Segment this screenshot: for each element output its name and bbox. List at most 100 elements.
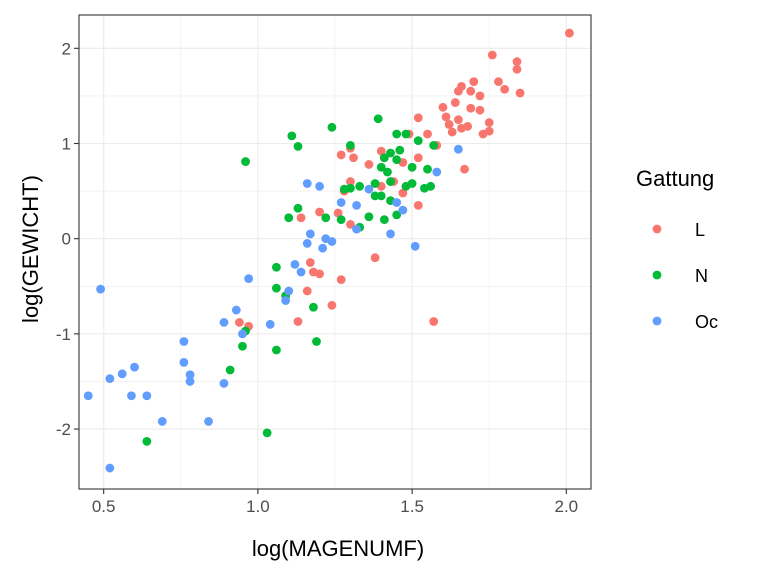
- x-axis-title: log(MAGENUMF): [252, 536, 424, 561]
- data-point: [302, 239, 312, 248]
- data-point: [327, 300, 337, 310]
- data-point: [426, 181, 436, 191]
- data-point: [346, 140, 355, 150]
- data-point: [346, 177, 355, 186]
- y-axis: -2 -1 0 1 2: [56, 39, 79, 439]
- legend-key-swatch: [652, 270, 662, 280]
- legend-item-l: L: [652, 220, 705, 240]
- legend-key-label: L: [695, 220, 705, 240]
- data-point: [336, 150, 346, 160]
- data-point: [96, 284, 105, 294]
- y-axis-title: log(GEWICHT): [18, 175, 43, 323]
- data-point: [432, 167, 442, 177]
- data-point: [386, 229, 395, 239]
- data-point: [478, 129, 488, 139]
- data-point: [386, 148, 395, 158]
- data-point: [244, 274, 254, 284]
- data-point: [453, 115, 463, 125]
- data-point: [312, 337, 321, 346]
- data-point: [327, 237, 337, 246]
- data-point: [515, 88, 525, 98]
- data-point: [238, 329, 247, 339]
- data-point: [379, 153, 389, 163]
- data-point: [305, 258, 315, 267]
- data-point: [429, 140, 439, 150]
- legend-keys: L N Oc: [652, 220, 718, 332]
- legend-item-n: N: [652, 266, 708, 286]
- data-point: [379, 215, 389, 225]
- data-points: [83, 28, 574, 473]
- data-point: [395, 145, 405, 155]
- data-point: [142, 437, 152, 446]
- data-point: [453, 86, 463, 96]
- data-point: [346, 219, 355, 229]
- data-point: [466, 86, 476, 96]
- data-point: [296, 213, 306, 223]
- data-point: [265, 319, 275, 329]
- data-point: [302, 179, 312, 188]
- data-point: [293, 141, 303, 151]
- data-point: [423, 129, 432, 139]
- data-point: [423, 164, 432, 174]
- data-point: [290, 259, 300, 269]
- data-point: [234, 318, 244, 327]
- data-point: [500, 84, 510, 94]
- data-point: [460, 164, 469, 174]
- data-point: [466, 103, 476, 113]
- data-point: [441, 112, 451, 122]
- data-point: [457, 123, 466, 133]
- data-point: [302, 286, 312, 296]
- data-point: [447, 127, 457, 137]
- plot-panel: [78, 14, 592, 490]
- data-point: [204, 417, 213, 426]
- legend-item-oc: Oc: [652, 312, 718, 332]
- data-point: [512, 64, 522, 74]
- data-point: [450, 98, 460, 107]
- data-point: [453, 144, 463, 154]
- data-point: [392, 155, 402, 165]
- series-n: [142, 114, 439, 446]
- data-point: [444, 120, 454, 129]
- data-point: [401, 129, 411, 139]
- grid-minor: [79, 15, 591, 489]
- data-point: [352, 224, 361, 234]
- legend-key-swatch: [652, 316, 662, 326]
- data-point: [293, 317, 303, 326]
- data-point: [386, 177, 395, 186]
- data-point: [179, 337, 189, 346]
- data-point: [392, 198, 402, 207]
- data-point: [219, 378, 229, 388]
- data-point: [321, 213, 331, 223]
- y-tick-label: 0: [62, 230, 71, 249]
- data-point: [376, 191, 386, 201]
- data-point: [309, 302, 318, 312]
- data-point: [370, 179, 380, 188]
- data-point: [284, 213, 294, 223]
- x-tick-label: 1.5: [400, 497, 424, 516]
- data-point: [438, 102, 448, 112]
- data-point: [376, 146, 386, 156]
- legend-key-label: Oc: [695, 312, 718, 332]
- data-point: [355, 181, 365, 191]
- x-tick-label: 1.0: [246, 497, 270, 516]
- data-point: [398, 205, 408, 215]
- data-point: [271, 262, 281, 272]
- data-point: [349, 153, 358, 163]
- data-point: [370, 253, 380, 263]
- data-point: [315, 181, 324, 191]
- data-point: [413, 153, 423, 163]
- data-point: [398, 188, 408, 198]
- data-point: [392, 210, 402, 220]
- data-point: [364, 212, 374, 222]
- data-point: [383, 167, 392, 177]
- data-point: [413, 113, 423, 123]
- data-point: [352, 200, 361, 210]
- data-point: [315, 269, 324, 279]
- data-point: [127, 391, 136, 401]
- x-axis: 0.5 1.0 1.5 2.0: [92, 489, 578, 516]
- data-point: [225, 365, 235, 375]
- data-point: [392, 129, 402, 139]
- data-point: [185, 370, 195, 380]
- data-point: [494, 77, 503, 87]
